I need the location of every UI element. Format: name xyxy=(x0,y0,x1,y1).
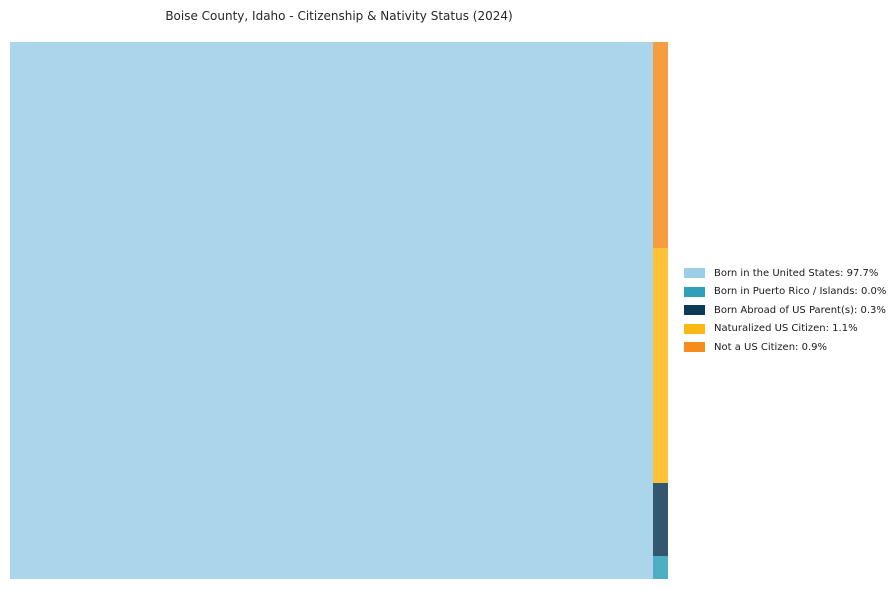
treemap-plot xyxy=(10,42,668,579)
legend: Born in the United States: 97.7% Born in … xyxy=(684,264,886,357)
treemap-rect-born-in-puerto-rico-islands xyxy=(652,555,668,579)
treemap-rect-naturalized-us-citizen xyxy=(652,248,668,484)
legend-item-born-in-the-united-states: Born in the United States: 97.7% xyxy=(684,264,886,283)
legend-label: Naturalized US Citizen: 1.1% xyxy=(714,323,858,335)
legend-item-naturalized-us-citizen: Naturalized US Citizen: 1.1% xyxy=(684,320,886,339)
legend-label: Born in Puerto Rico / Islands: 0.0% xyxy=(714,286,887,298)
legend-swatch-icon xyxy=(684,323,705,334)
legend-label: Born in the United States: 97.7% xyxy=(714,267,879,279)
treemap-rect-not-a-us-citizen xyxy=(652,42,668,249)
legend-swatch-icon xyxy=(684,268,705,279)
legend-swatch-icon xyxy=(684,342,705,353)
legend-item-born-abroad-of-us-parent-s: Born Abroad of US Parent(s): 0.3% xyxy=(684,301,886,320)
legend-label: Born Abroad of US Parent(s): 0.3% xyxy=(714,304,886,316)
legend-swatch-icon xyxy=(684,305,705,316)
treemap-rect-born-in-the-united-states xyxy=(10,42,653,579)
legend-item-not-a-us-citizen: Not a US Citizen: 0.9% xyxy=(684,338,886,357)
legend-item-born-in-puerto-rico-islands: Born in Puerto Rico / Islands: 0.0% xyxy=(684,283,886,302)
legend-label: Not a US Citizen: 0.9% xyxy=(714,341,828,353)
chart-title: Boise County, Idaho - Citizenship & Nati… xyxy=(165,9,513,23)
legend-swatch-icon xyxy=(684,286,705,297)
treemap-rect-born-abroad-of-us-parent-s xyxy=(652,483,668,556)
